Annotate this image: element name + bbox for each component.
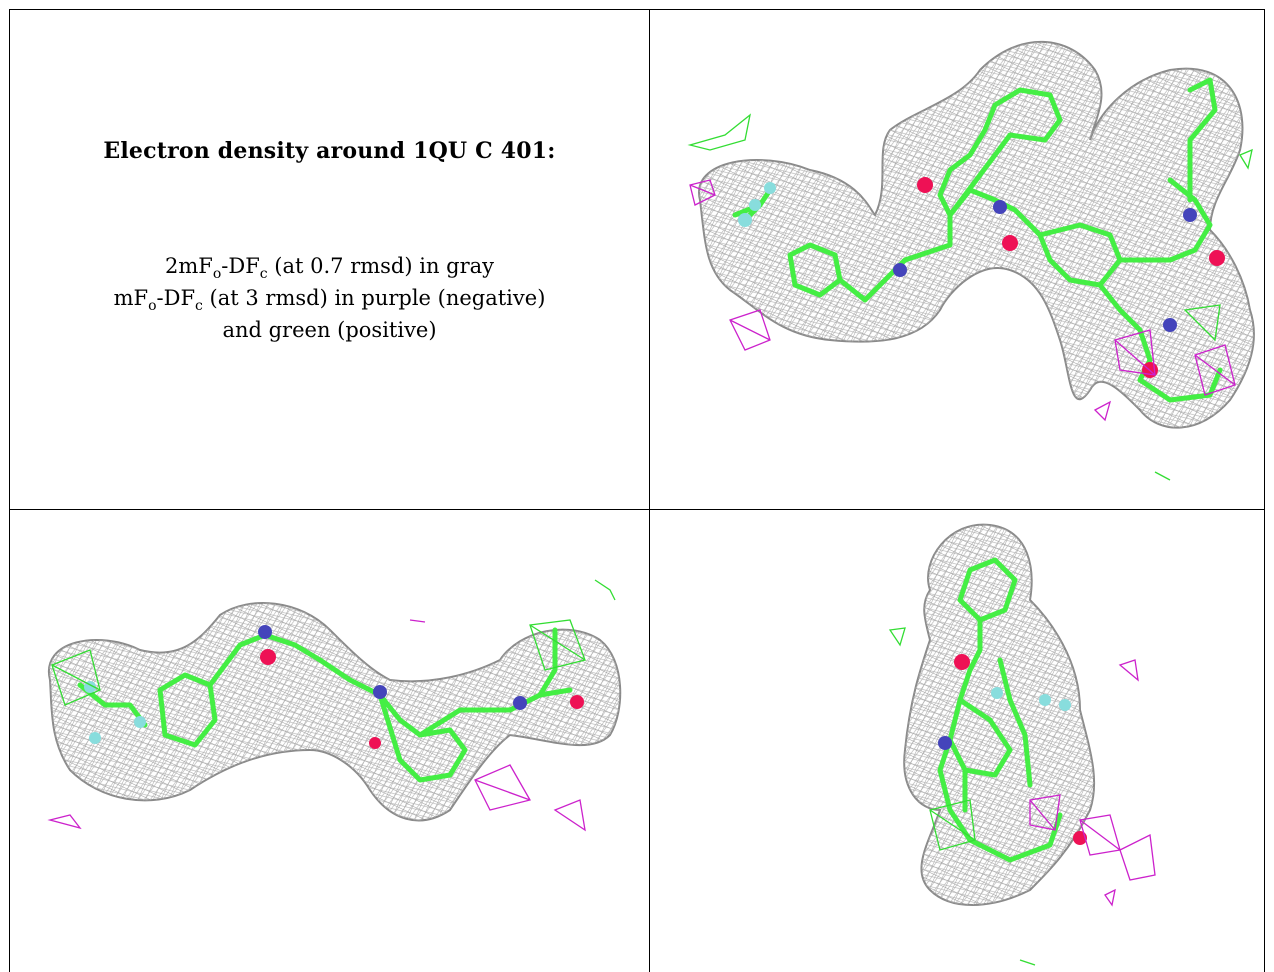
fluorine-atom (89, 732, 101, 744)
fluorine-atom (1059, 699, 1071, 711)
legend-subscript: c (195, 298, 203, 315)
legend-text: (at 3 rmsd) in purple (negative) (202, 286, 546, 310)
caption-legend: 2mFo-DFc (at 0.7 rmsd) in gray mFo-DFc (… (10, 250, 649, 346)
caption-title: Electron density around 1QU C 401: (103, 138, 556, 164)
legend-text: 2mF (164, 254, 213, 278)
molecule-render (888, 523, 1156, 966)
legend-text: -DF (156, 286, 196, 310)
density-view-bottom-right (650, 510, 1264, 972)
molecule-render (687, 40, 1255, 481)
nitrogen-atom (938, 736, 952, 750)
nitrogen-atom (258, 625, 272, 639)
legend-subscript: o (212, 266, 222, 283)
legend-subscript: c (259, 266, 268, 283)
legend-line-colors: and green (positive) (222, 318, 437, 342)
oxygen-atom (954, 654, 970, 670)
fluorine-atom (84, 681, 96, 693)
difference-density-positive (687, 113, 1253, 481)
legend-text: -DF (221, 254, 260, 278)
density-view-top-right (650, 10, 1264, 509)
caption-cell: Electron density around 1QU C 401: 2mFo-… (10, 10, 649, 509)
oxygen-atom (369, 737, 381, 749)
fluorine-atom (749, 199, 761, 211)
oxygen-atom (260, 649, 276, 665)
ligand-sticks (937, 557, 1063, 863)
oxygen-atom (1002, 235, 1018, 251)
legend-text: (at 0.7 rmsd) in gray (267, 254, 495, 278)
fluorine-atom (134, 716, 146, 728)
legend-line-fofc: mFo-DFc (at 3 rmsd) in purple (negative) (10, 282, 649, 314)
difference-density-negative (1029, 659, 1156, 907)
nitrogen-atom (513, 696, 527, 710)
density-mesh-gray (698, 40, 1255, 429)
legend-line-2fofc: 2mFo-DFc (at 0.7 rmsd) in gray (10, 250, 649, 282)
atoms (938, 654, 1087, 845)
difference-density-negative (689, 179, 1236, 422)
difference-density-positive (888, 627, 1036, 966)
legend-text: mF (113, 286, 149, 310)
density-view-bottom-left (10, 510, 649, 972)
density-mesh-gray (903, 523, 1096, 906)
oxygen-atom (917, 177, 933, 193)
legend-subscript: o (148, 298, 157, 315)
nitrogen-atom (373, 685, 387, 699)
fluorine-atom (1039, 694, 1051, 706)
oxygen-atom (1209, 250, 1225, 266)
fluorine-atom (991, 687, 1003, 699)
nitrogen-atom (1163, 318, 1177, 332)
row-divider (9, 509, 1265, 510)
molecule-render (47, 579, 622, 832)
nitrogen-atom (1183, 208, 1197, 222)
density-mesh-gray (47, 602, 622, 822)
oxygen-atom (570, 695, 584, 709)
difference-density-negative (47, 619, 586, 832)
nitrogen-atom (893, 263, 907, 277)
column-divider (649, 9, 650, 972)
fluorine-atom (764, 182, 776, 194)
fluorine-atom (738, 213, 752, 227)
figure-table (9, 9, 1265, 972)
atoms (84, 625, 584, 749)
difference-density-positive (51, 579, 616, 706)
nitrogen-atom (993, 200, 1007, 214)
